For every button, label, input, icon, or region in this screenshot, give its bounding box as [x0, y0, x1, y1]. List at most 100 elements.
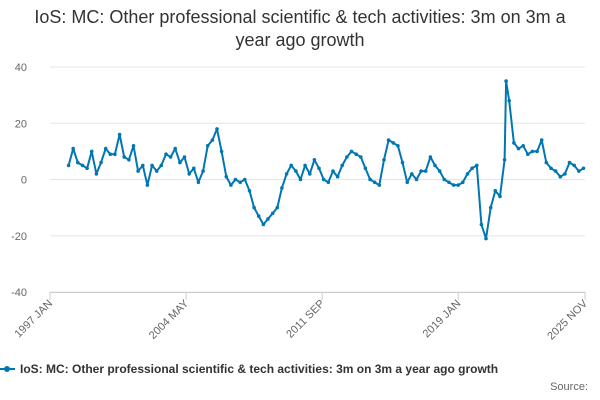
data-point[interactable] [136, 169, 140, 173]
data-point[interactable] [141, 163, 145, 168]
data-point[interactable] [275, 205, 280, 210]
data-point[interactable] [493, 189, 498, 193]
data-point[interactable] [85, 166, 89, 171]
legend-item[interactable]: IoS: MC: Other professional scientific &… [0, 362, 498, 376]
data-point[interactable] [516, 146, 521, 151]
data-point[interactable] [331, 169, 335, 173]
data-point[interactable] [521, 144, 525, 148]
data-point[interactable] [238, 180, 242, 185]
data-point[interactable] [410, 172, 414, 176]
data-point[interactable] [484, 236, 488, 241]
data-point[interactable] [127, 158, 131, 162]
data-point[interactable] [386, 138, 391, 142]
data-point[interactable] [294, 169, 298, 173]
data-point[interactable] [76, 160, 80, 165]
data-point[interactable] [359, 155, 363, 159]
data-point[interactable] [437, 169, 442, 173]
data-point[interactable] [243, 177, 247, 182]
data-point[interactable] [154, 169, 159, 173]
data-point[interactable] [563, 172, 567, 176]
data-point[interactable] [475, 163, 479, 168]
data-point[interactable] [502, 158, 507, 162]
data-point[interactable] [368, 177, 372, 182]
data-point[interactable] [372, 180, 377, 185]
data-point[interactable] [535, 149, 539, 154]
data-point[interactable] [312, 158, 317, 162]
data-point[interactable] [215, 127, 219, 131]
data-point[interactable] [340, 163, 345, 168]
data-point[interactable] [71, 146, 75, 151]
data-point[interactable] [504, 79, 508, 83]
data-point[interactable] [581, 166, 586, 171]
data-point[interactable] [419, 169, 423, 173]
data-point[interactable] [256, 214, 261, 218]
data-point[interactable] [168, 155, 173, 159]
data-point[interactable] [433, 163, 437, 168]
data-point[interactable] [89, 149, 94, 154]
data-point[interactable] [456, 183, 461, 187]
legend[interactable]: IoS: MC: Other professional scientific &… [0, 362, 600, 380]
data-point[interactable] [210, 138, 215, 142]
data-point[interactable] [224, 174, 229, 179]
data-point[interactable] [187, 172, 191, 176]
data-point[interactable] [219, 149, 224, 154]
data-point[interactable] [400, 160, 405, 165]
data-point[interactable] [66, 163, 71, 168]
data-point[interactable] [108, 152, 113, 156]
data-point[interactable] [196, 180, 201, 185]
data-point[interactable] [442, 177, 447, 182]
data-point[interactable] [317, 166, 321, 171]
data-point[interactable] [252, 205, 256, 210]
data-point[interactable] [363, 166, 368, 171]
data-point[interactable] [192, 166, 196, 171]
data-point[interactable] [308, 172, 312, 176]
data-point[interactable] [131, 144, 136, 148]
data-point[interactable] [414, 177, 419, 182]
data-point[interactable] [145, 183, 150, 187]
data-point[interactable] [182, 155, 187, 159]
data-point[interactable] [567, 160, 572, 165]
data-point[interactable] [423, 169, 428, 173]
data-point[interactable] [530, 149, 535, 154]
data-point[interactable] [539, 138, 544, 142]
data-point[interactable] [345, 155, 349, 159]
data-point[interactable] [382, 158, 386, 162]
data-point[interactable] [558, 174, 563, 179]
data-point[interactable] [405, 180, 410, 185]
data-point[interactable] [80, 163, 85, 168]
data-point[interactable] [335, 174, 340, 179]
data-point[interactable] [99, 160, 103, 165]
data-point[interactable] [280, 186, 284, 190]
data-point[interactable] [349, 149, 354, 154]
data-point[interactable] [544, 160, 549, 165]
data-point[interactable] [461, 180, 465, 185]
data-point[interactable] [507, 99, 512, 103]
data-point[interactable] [150, 163, 154, 168]
data-point[interactable] [266, 217, 270, 221]
data-point[interactable] [159, 163, 164, 168]
data-point[interactable] [321, 177, 326, 182]
data-point[interactable] [465, 172, 470, 176]
data-point[interactable] [577, 169, 581, 173]
data-point[interactable] [479, 222, 484, 227]
data-point[interactable] [377, 183, 382, 187]
data-point[interactable] [122, 155, 126, 159]
data-point[interactable] [178, 160, 182, 165]
data-point[interactable] [164, 152, 168, 156]
data-point[interactable] [326, 180, 331, 185]
data-point[interactable] [512, 141, 516, 145]
data-point[interactable] [94, 172, 99, 176]
data-point[interactable] [298, 177, 303, 182]
data-point[interactable] [470, 166, 474, 171]
data-point[interactable] [261, 222, 266, 227]
data-point[interactable] [447, 180, 451, 185]
data-point[interactable] [498, 194, 502, 199]
data-point[interactable] [526, 152, 530, 156]
data-point[interactable] [289, 163, 294, 168]
data-point[interactable] [488, 205, 493, 210]
data-point[interactable] [229, 183, 233, 187]
data-point[interactable] [303, 163, 307, 168]
data-point[interactable] [103, 146, 108, 151]
data-point[interactable] [205, 144, 210, 148]
data-point[interactable] [270, 211, 275, 216]
